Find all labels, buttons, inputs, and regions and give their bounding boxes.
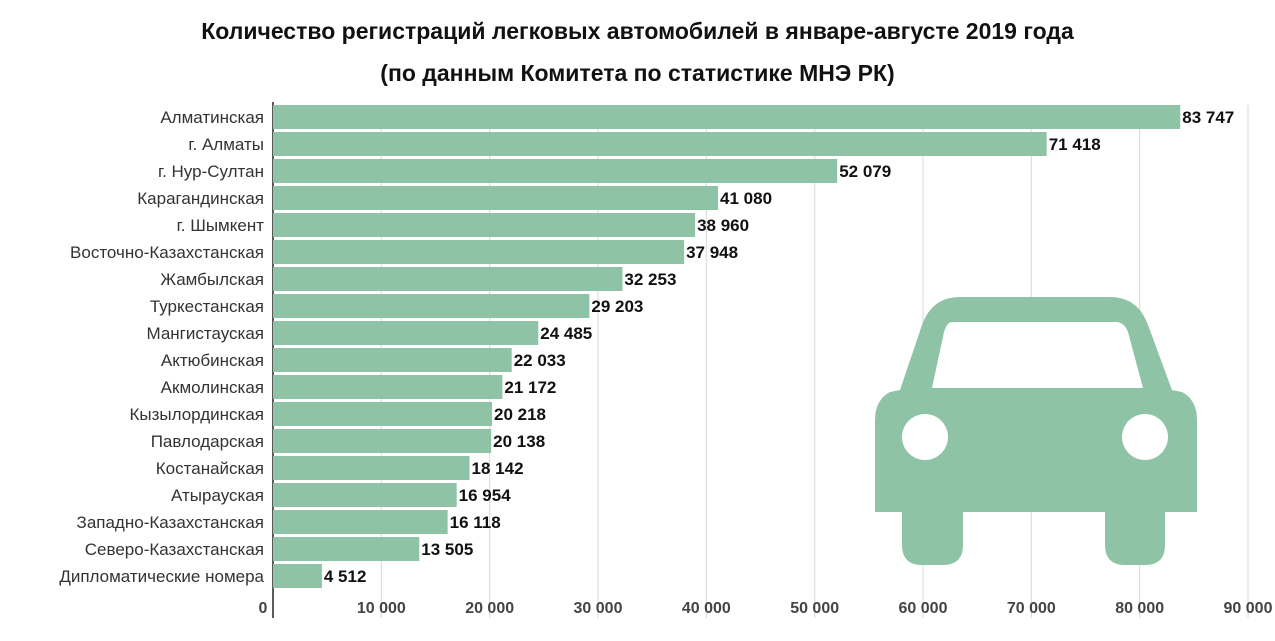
category-label: Актюбинская [161,351,264,370]
data-label: 38 960 [697,216,749,235]
data-label: 29 203 [591,297,643,316]
x-tick-label: 60 000 [899,600,948,617]
data-label: 83 747 [1182,108,1234,127]
bar [273,537,420,561]
bar [273,267,623,291]
data-label: 32 253 [624,270,676,289]
category-label: Восточно-Казахстанская [70,243,264,262]
category-label: Павлодарская [151,432,264,451]
x-tick-label: 90 000 [1224,600,1273,617]
chart-subtitle: (по данным Комитета по статистике МНЭ РК… [380,60,895,86]
bar [273,132,1047,156]
bars [273,105,1181,588]
x-tick-label: 0 [259,600,268,617]
category-label: Кызылординская [129,405,264,424]
car-headlight [902,414,948,460]
data-label: 41 080 [720,189,772,208]
category-label: Западно-Казахстанская [77,513,264,532]
category-label: Атырауская [171,486,264,505]
category-label: Акмолинская [161,378,264,397]
bar [273,483,457,507]
x-tick-label: 20 000 [465,600,514,617]
bar [273,240,685,264]
car-icon [875,297,1197,565]
bar [273,402,493,426]
bar [273,564,322,588]
category-label: г. Нур-Султан [158,162,264,181]
data-label: 16 954 [459,486,512,505]
x-tick-label: 30 000 [574,600,623,617]
bar [273,159,838,183]
bar [273,348,512,372]
data-label: 18 142 [472,459,524,478]
data-label: 16 118 [450,513,501,532]
x-tick-label: 80 000 [1115,600,1164,617]
category-label: Алматинская [160,108,264,127]
bar [273,294,590,318]
data-label: 22 033 [514,351,566,370]
data-label: 21 172 [504,378,556,397]
car-windshield [932,322,1143,388]
category-label: Мангистауская [146,324,264,343]
category-label: Туркестанская [150,297,264,316]
data-label: 52 079 [839,162,891,181]
data-label: 37 948 [686,243,738,262]
car-headlight [1122,414,1168,460]
labels: Алматинская 83 747 г. Алматы 71 418 г. Нур-С… [59,108,1234,586]
bar [273,186,719,210]
category-label: г. Алматы [188,135,264,154]
data-label: 71 418 [1049,135,1101,154]
category-label: г. Шымкент [177,216,265,235]
data-label: 20 218 [494,405,546,424]
data-label: 13 505 [421,540,473,559]
data-label: 4 512 [324,567,367,586]
data-label: 20 138 [493,432,545,451]
x-tick-label: 40 000 [682,600,731,617]
chart-title: Количество регистраций легковых автомоби… [201,18,1074,44]
bar [273,321,539,345]
bar [273,429,492,453]
category-label: Северо-Казахстанская [85,540,264,559]
bar [273,375,503,399]
bar [273,105,1181,129]
category-label: Жамбылская [160,270,264,289]
bar [273,456,470,480]
category-label: Карагандинская [137,189,264,208]
x-tick-label: 70 000 [1007,600,1056,617]
category-label: Дипломатические номера [59,567,264,586]
x-tick-label: 10 000 [357,600,406,617]
bar [273,213,696,237]
x-tick-label: 50 000 [790,600,839,617]
category-label: Костанайская [156,459,264,478]
bar [273,510,448,534]
data-label: 24 485 [540,324,592,343]
